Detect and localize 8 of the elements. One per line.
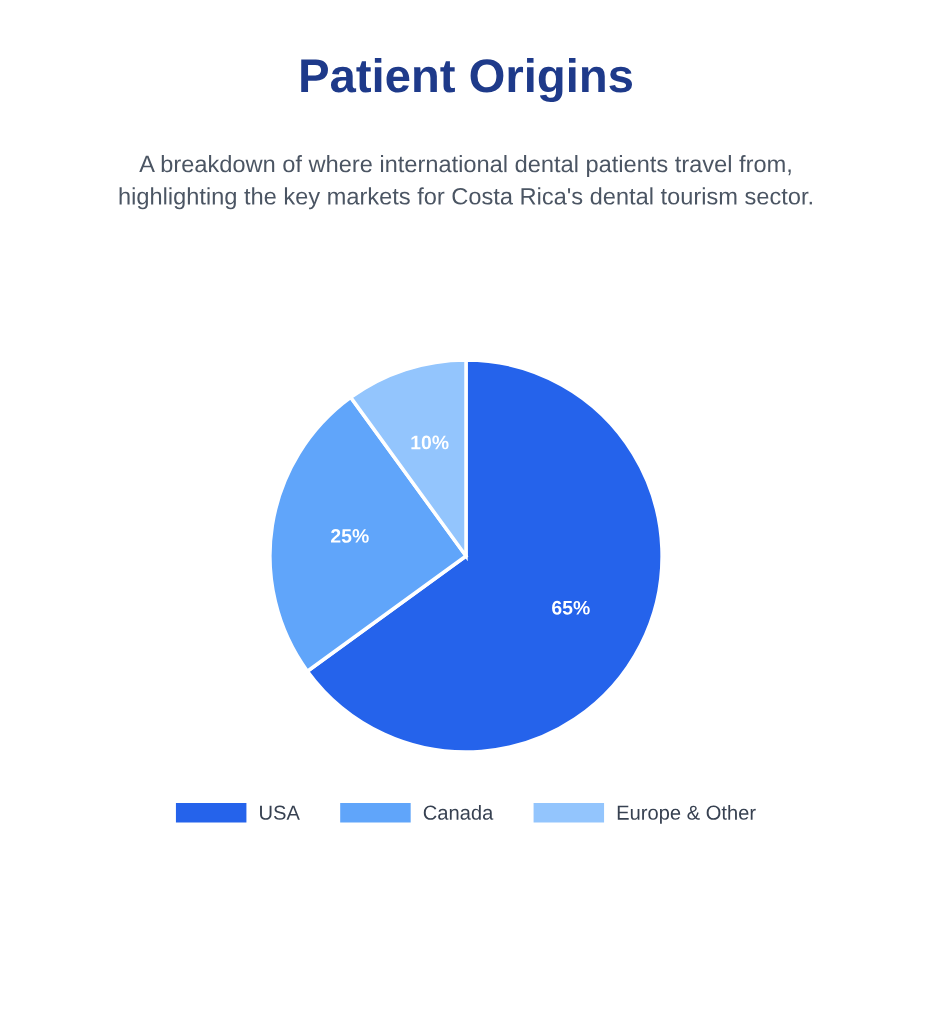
legend-label: Canada <box>423 805 494 820</box>
data-label: 65% <box>552 600 590 615</box>
legend-label: USA <box>260 805 300 820</box>
chart-subtitle: A breakdown of where international dental patients travel from, highlighting the key markets for Costa Rica's dental tourism sector. <box>119 155 812 210</box>
data-label: 25% <box>331 529 369 543</box>
data-label: 10% <box>411 435 449 450</box>
chart-title: Patient Origins <box>301 57 632 103</box>
legend-label: Europe & Other <box>617 805 756 824</box>
